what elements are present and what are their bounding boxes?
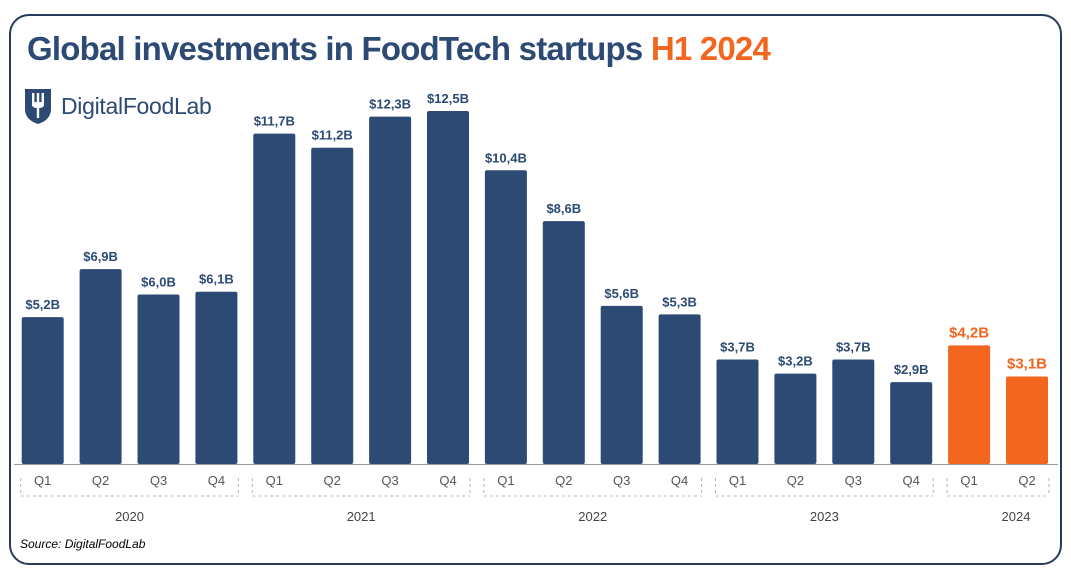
bar-2021-q2 [311,147,354,464]
bar-label-2022-q1: $10,4B [485,150,527,165]
tick-2021-q3: Q3 [381,473,398,488]
tick-2021-q1: Q1 [266,473,283,488]
bar-2020-q3 [137,294,180,464]
logo-text: DigitalFoodLab [61,92,212,119]
bar-label-2021-q1: $11,7B [254,114,295,129]
bar-label-2022-q4: $5,3B [662,294,697,309]
tick-2022-q2: Q2 [555,473,572,488]
bar-label-2022-q3: $5,6B [604,286,639,301]
tick-2022-q3: Q3 [613,473,630,488]
logo: DigitalFoodLab [23,86,212,126]
bar-label-2021-q4: $12,5B [427,91,469,106]
bar-label-2021-q3: $12,3B [369,97,411,112]
bar-2023-q3 [832,359,875,464]
bar-2024-q2 [1006,376,1048,464]
bar-2023-q2 [774,373,817,464]
tick-2021-q4: Q4 [439,473,456,488]
year-label-2022: 2022 [578,509,607,524]
tick-2022-q1: Q1 [497,473,514,488]
bar-2020-q2 [79,269,122,464]
tick-2020-q2: Q2 [92,473,109,488]
bar-2024-q1 [948,345,991,464]
chart-title: Global investments in FoodTech startups … [27,30,771,68]
year-label-2023: 2023 [810,509,839,524]
year-label-2024: 2024 [1002,509,1031,524]
bar-2020-q4 [195,291,238,464]
tick-2023-q3: Q3 [845,473,862,488]
tick-2023-q2: Q2 [787,473,804,488]
bar-2021-q4 [427,111,469,464]
bar-2020-q1 [21,317,64,464]
year-label-2021: 2021 [347,509,376,524]
source-note: Source: DigitalFoodLab [20,537,146,551]
bar-2023-q1 [716,359,759,464]
tick-2021-q2: Q2 [324,473,341,488]
tick-2022-q4: Q4 [671,473,688,488]
bar-label-2023-q1: $3,7B [720,340,755,355]
bar-2022-q2 [542,221,585,464]
bar-label-2024-q2: $3,1B [1007,355,1047,372]
bar-label-2023-q4: $2,9B [894,362,929,377]
bar-label-2020-q2: $6,9B [83,249,118,264]
tick-2020-q4: Q4 [208,473,225,488]
bar-2022-q3 [600,305,643,464]
tick-2023-q1: Q1 [729,473,746,488]
bar-label-2020-q4: $6,1B [199,272,234,287]
bar-2023-q4 [890,382,933,464]
bar-2021-q1 [253,133,296,465]
bar-label-2022-q2: $8,6B [546,201,581,216]
tick-2023-q4: Q4 [903,473,920,488]
tick-2024-q2: Q2 [1018,473,1035,488]
year-label-2020: 2020 [115,509,144,524]
bar-label-2020-q3: $6,0B [141,275,176,290]
chart-frame [9,14,1062,565]
bar-2021-q3 [369,116,412,464]
bar-label-2020-q1: $5,2B [25,297,60,312]
title-highlight: H1 2024 [650,30,771,67]
bar-label-2021-q2: $11,2B [312,128,353,143]
tick-2020-q3: Q3 [150,473,167,488]
title-main: Global investments in FoodTech startups [27,30,643,67]
tick-2020-q1: Q1 [34,473,51,488]
bar-label-2023-q2: $3,2B [778,354,813,369]
bar-2022-q1 [484,170,527,464]
bar-label-2024-q1: $4,2B [949,324,989,341]
bar-2022-q4 [658,314,701,464]
fork-shield-icon [25,89,51,124]
tick-2024-q1: Q1 [960,473,977,488]
bar-label-2023-q3: $3,7B [836,340,871,355]
